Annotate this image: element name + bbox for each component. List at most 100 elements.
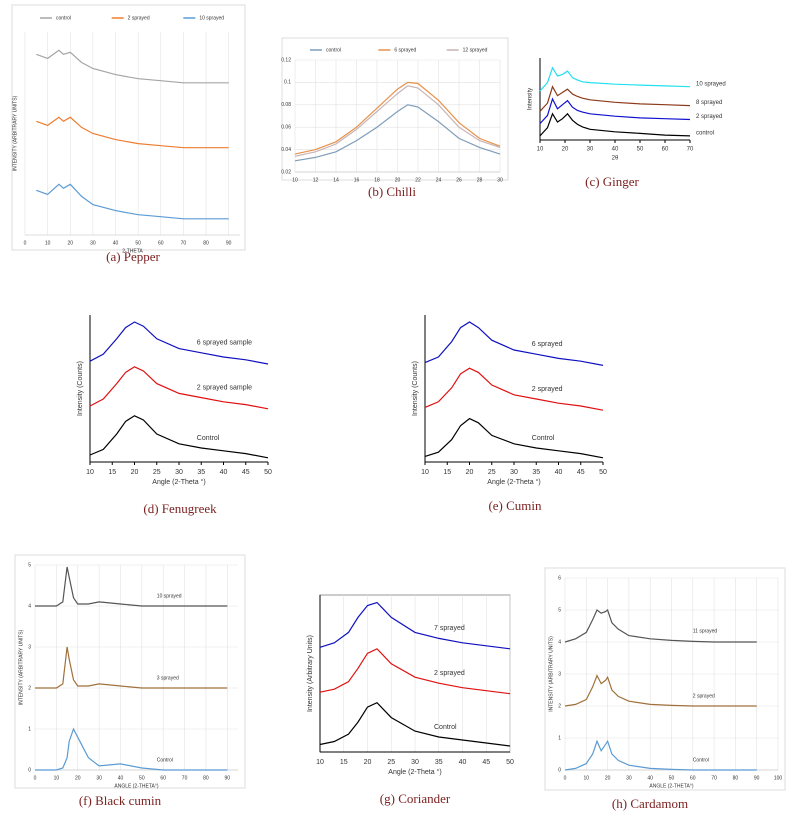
y-tick-label: 4 (558, 639, 561, 645)
x-tick-label: 35 (435, 759, 443, 766)
series-label: Control (197, 435, 220, 442)
x-tick-label: 15 (108, 469, 116, 476)
x-tick-label: 80 (203, 240, 209, 246)
series-label: 10 sprayed (157, 593, 182, 599)
x-tick-label: 10 (537, 147, 544, 153)
series-line (319, 701, 511, 747)
series-line (424, 367, 604, 411)
panel-frame (544, 567, 786, 791)
x-axis-label: Angle (2-Theta °) (388, 768, 441, 776)
y-tick-label: 3 (558, 671, 561, 677)
y-tick-label: 5 (28, 562, 31, 568)
x-tick-label: 20 (131, 469, 139, 476)
series-line (564, 739, 757, 771)
series-line (539, 85, 691, 112)
x-tick-label: 60 (158, 240, 164, 246)
y-tick-label: 6 (558, 575, 561, 581)
x-tick-label: 10 (54, 775, 60, 781)
x-tick-label: 10 (584, 775, 590, 781)
series-line (539, 97, 691, 125)
x-tick-label: 16 (354, 177, 360, 183)
x-tick-label: 70 (182, 775, 188, 781)
series-label: 3 sprayed (157, 675, 179, 681)
series-label: 2 sprayed (693, 693, 715, 699)
y-tick-label: 4 (28, 603, 31, 609)
panel-frame (14, 554, 246, 789)
x-tick-label: 30 (510, 469, 518, 476)
x-tick-label: 50 (599, 469, 607, 476)
series-line (89, 415, 269, 459)
x-tick-label: 40 (459, 759, 467, 766)
x-tick-label: 35 (197, 469, 205, 476)
series-label: Control (532, 435, 555, 442)
x-tick-label: 20 (605, 775, 611, 781)
series-label: 7 sprayed (434, 625, 465, 632)
series-line (294, 85, 501, 157)
caption: (c) Ginger (585, 174, 639, 189)
x-tick-label: 70 (181, 240, 187, 246)
x-tick-label: 10 (86, 469, 94, 476)
x-tick-label: 80 (733, 775, 739, 781)
x-tick-label: 90 (754, 775, 760, 781)
x-tick-label: 10 (421, 469, 429, 476)
y-tick-label: 1 (558, 735, 561, 741)
y-tick-label: 0.12 (281, 57, 291, 63)
series-label: 6 sprayed sample (197, 340, 252, 347)
x-axis-label: 2θ (612, 156, 619, 162)
y-tick-label: 0.04 (281, 147, 291, 153)
x-axis-label: Angle (2-Theta °) (487, 478, 540, 486)
series-line (539, 66, 691, 92)
series-label: 6 sprayed (532, 341, 563, 348)
x-tick-label: 30 (96, 775, 102, 781)
x-tick-label: 40 (118, 775, 124, 781)
y-axis-label: INTENSITY (ARBITRARY UNITS) (12, 95, 18, 171)
x-tick-label: 90 (225, 775, 231, 781)
x-tick-label: 30 (587, 147, 594, 153)
x-tick-label: 40 (612, 147, 619, 153)
x-tick-label: 100 (774, 775, 783, 781)
series-line (564, 609, 757, 643)
x-tick-label: 10 (292, 177, 298, 183)
x-tick-label: 30 (411, 759, 419, 766)
x-tick-label: 50 (669, 775, 675, 781)
y-tick-label: 0.02 (281, 169, 291, 175)
x-tick-label: 45 (577, 469, 585, 476)
legend-label: control (326, 47, 341, 53)
legend-label: 6 sprayed (394, 47, 416, 53)
y-tick-label: 2 (28, 685, 31, 691)
y-axis-label: Intensity (Counts) (412, 361, 419, 416)
series-line (36, 183, 229, 220)
x-tick-label: 50 (264, 469, 272, 476)
series-line (294, 104, 501, 162)
y-tick-label: 0.1 (284, 80, 291, 86)
legend-label: control (56, 15, 71, 21)
x-tick-label: 30 (90, 240, 96, 246)
x-axis-label: ANGLE (2-THETA°) (649, 783, 693, 789)
x-tick-label: 60 (160, 775, 166, 781)
series-label: control (696, 130, 714, 136)
series-line (35, 566, 228, 607)
series-line (424, 321, 604, 366)
x-tick-label: 60 (662, 147, 669, 153)
caption: (f) Black cumin (79, 793, 162, 808)
x-axis-label: Angle (2-Theta °) (152, 478, 205, 486)
y-axis-label: Intensity (528, 88, 534, 110)
x-tick-label: 50 (139, 775, 145, 781)
series-label: 2 sprayed (532, 386, 563, 393)
x-tick-label: 30 (497, 177, 503, 183)
x-tick-label: 10 (316, 759, 324, 766)
y-axis-label: INTENSITY (ARBITRARY UNITS) (18, 629, 24, 705)
y-tick-label: 3 (28, 644, 31, 650)
series-label: 11 sprayed (693, 629, 718, 635)
x-axis-label: ANGLE (2-THETA°) (114, 783, 158, 789)
series-line (35, 646, 228, 689)
panel-frame (11, 4, 246, 251)
series-line (319, 648, 511, 695)
series-line (424, 417, 604, 459)
series-line (294, 81, 501, 155)
x-tick-label: 30 (626, 775, 632, 781)
series-line (36, 116, 229, 149)
x-tick-label: 70 (711, 775, 717, 781)
legend-label: 12 sprayed (463, 47, 488, 53)
x-tick-label: 0 (564, 775, 567, 781)
